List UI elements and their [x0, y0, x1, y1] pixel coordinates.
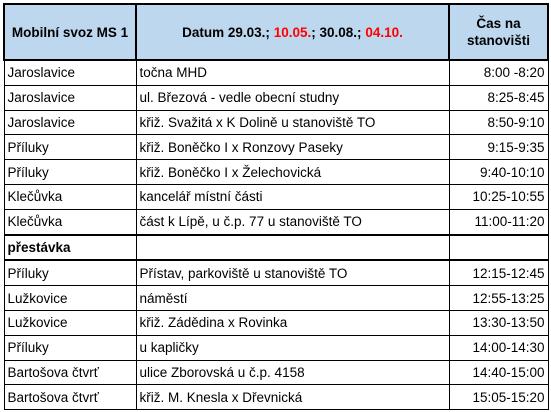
place-cell: Jaroslavice — [3, 84, 137, 111]
table-row: Bartošova čtvrť křiž. M. Knesla x Dřevnic… — [3, 384, 549, 411]
table-body: Jaroslavice točna MHD 8:00 -8:20 Jaroslavic… — [3, 59, 549, 411]
table-row: Klečůvka kancelář místní části 10:25-10:55 — [3, 183, 549, 210]
place-cell: Příluky — [3, 334, 137, 361]
location-cell: ulice Zborovská u č.p. 4158 — [135, 359, 450, 386]
location-cell: křiž. Boněčko I x Želechovická — [135, 159, 450, 185]
place-cell: Příluky — [3, 159, 137, 185]
location-cell: křiž. M. Knesla x Dřevnická — [135, 384, 450, 411]
header-time: Čas na stanovišti — [448, 3, 549, 61]
place-cell: Bartošova čtvrť — [3, 359, 137, 386]
place-cell: Klečůvka — [3, 208, 137, 236]
table-row: Jaroslavice ul. Březová - vedle obecní st… — [3, 84, 549, 111]
place-cell: Lužkovice — [3, 285, 137, 311]
table-row: Příluky u kapličky 14:00-14:30 — [3, 334, 549, 361]
date-part: 10.05. — [273, 24, 312, 40]
table-row: Jaroslavice křiž. Svažitá x K Dolině u st… — [3, 109, 549, 136]
table-row: přestávka — [3, 233, 549, 262]
date-part: 30.08.; — [319, 24, 362, 40]
time-cell: 15:05-15:20 — [448, 384, 549, 411]
time-cell: 8:00 -8:20 — [448, 59, 549, 86]
time-cell: 12:55-13:25 — [448, 285, 549, 311]
location-cell: náměstí — [135, 285, 450, 311]
table-row: Bartošova čtvrť ulice Zborovská u č.p. 41… — [3, 359, 549, 386]
time-cell — [448, 233, 549, 262]
table-row: Jaroslavice točna MHD 8:00 -8:20 — [3, 59, 549, 86]
table-row: Klečůvka část k Lípě, u č.p. 77 u stanovi… — [3, 208, 549, 236]
time-cell: 14:00-14:30 — [448, 334, 549, 361]
table-row: Lužkovice křiž. Zádědina x Rovinka 13:30-1… — [3, 309, 549, 336]
time-cell: 10:25-10:55 — [448, 183, 549, 210]
table-row: Příluky křiž. Boněčko I x Želechovická 9:4… — [3, 159, 549, 185]
location-cell: křiž. Boněčko I x Ronzovy Paseky — [135, 134, 450, 161]
place-cell: Bartošova čtvrť — [3, 384, 137, 411]
table-row: Příluky Přístav, parkoviště u stanoviště … — [3, 259, 549, 287]
schedule-table: Mobilní svoz MS 1 Datum 29.03.; 10.05.; … — [3, 3, 549, 411]
location-cell: křiž. Svažitá x K Dolině u stanoviště TO — [135, 109, 450, 136]
place-cell: Jaroslavice — [3, 109, 137, 136]
place-cell: Klečůvka — [3, 183, 137, 210]
location-cell — [135, 233, 450, 262]
time-cell: 13:30-13:50 — [448, 309, 549, 336]
time-cell: 8:25-8:45 — [448, 84, 549, 111]
time-cell: 9:15-9:35 — [448, 134, 549, 161]
time-cell: 11:00-11:20 — [448, 208, 549, 236]
table-header: Mobilní svoz MS 1 Datum 29.03.; 10.05.; … — [3, 3, 549, 61]
time-cell: 14:40-15:00 — [448, 359, 549, 386]
date-part: ; — [311, 24, 316, 40]
date-part: Datum 29.03.; — [182, 24, 270, 40]
location-cell: Přístav, parkoviště u stanoviště TO — [135, 259, 450, 287]
location-cell: část k Lípě, u č.p. 77 u stanoviště TO — [135, 208, 450, 236]
date-part: 04.10. — [365, 24, 403, 40]
location-cell: ul. Březová - vedle obecní studny — [135, 84, 450, 111]
place-cell: Jaroslavice — [3, 59, 137, 86]
time-cell: 8:50-9:10 — [448, 109, 549, 136]
place-cell: Lužkovice — [3, 309, 137, 336]
location-cell: kancelář místní části — [135, 183, 450, 210]
location-cell: křiž. Zádědina x Rovinka — [135, 309, 450, 336]
header-title: Mobilní svoz MS 1 — [3, 3, 137, 61]
place-cell: přestávka — [3, 233, 137, 262]
table-row: Lužkovice náměstí 12:55-13:25 — [3, 285, 549, 311]
time-cell: 9:40-10:10 — [448, 159, 549, 185]
time-cell: 12:15-12:45 — [448, 259, 549, 287]
table-row: Příluky křiž. Boněčko I x Ronzovy Paseky 9… — [3, 134, 549, 161]
location-cell: točna MHD — [135, 59, 450, 86]
location-cell: u kapličky — [135, 334, 450, 361]
header-date: Datum 29.03.; 10.05.; 30.08.; 04.10. — [135, 3, 450, 61]
place-cell: Příluky — [3, 134, 137, 161]
place-cell: Příluky — [3, 259, 137, 287]
